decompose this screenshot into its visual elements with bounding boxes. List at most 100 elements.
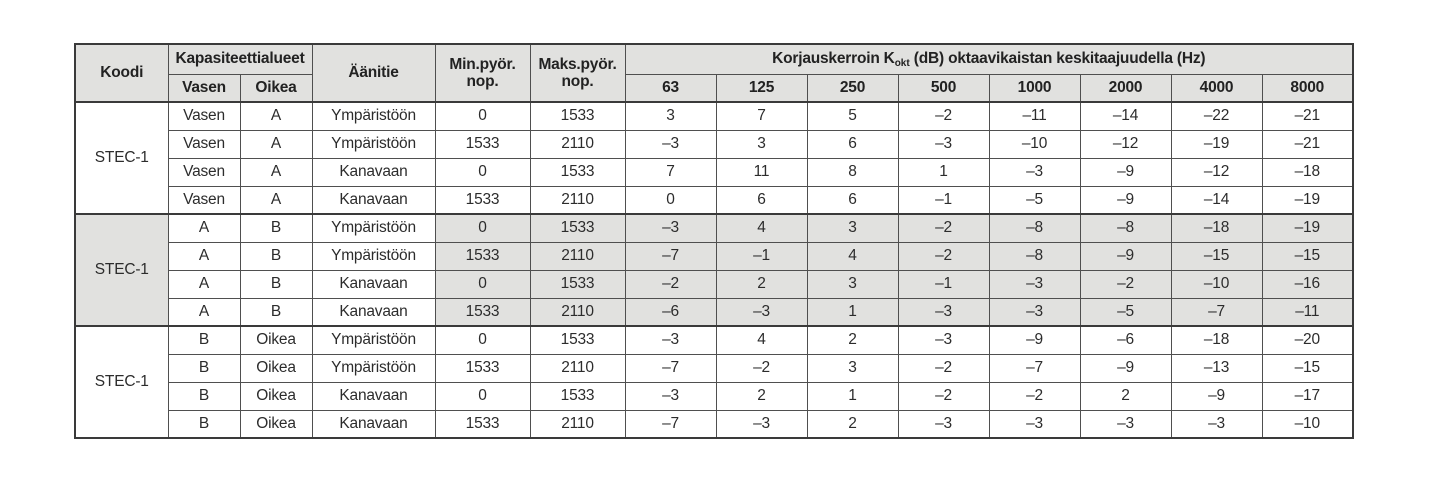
header-min-speed: Min.pyör. nop. [434,43,531,103]
freq-125-value-cell: 4 [715,213,808,243]
freq-500-value-cell: –2 [897,241,990,271]
freq-500-value-cell: –3 [897,325,990,355]
freq-8000-value-cell: –19 [1261,185,1354,215]
min-speed-cell: 1533 [434,353,531,383]
freq-2000-value-cell: –9 [1079,353,1172,383]
vasen-cell: Vasen [167,185,241,215]
table-row: Vasen A Kanavaan 0 1533 7 11 8 1 –3 –9 –12 –18 [75,157,1354,187]
header-maks-speed-line2: nop. [561,73,594,90]
header-min-speed-line2: nop. [466,73,499,90]
freq-2000-value-cell: –5 [1079,297,1172,327]
freq-63-value-cell: –3 [624,325,717,355]
min-speed-cell: 0 [434,381,531,411]
oikea-cell: Oikea [239,381,313,411]
header-vasen: Vasen [167,73,241,103]
aanitie-cell: Kanavaan [311,185,436,215]
vasen-cell: A [167,241,241,271]
min-speed-cell: 0 [434,213,531,243]
maks-speed-cell: 1533 [529,213,626,243]
header-freq-125: 125 [715,73,808,103]
freq-250-value-cell: 4 [806,241,899,271]
freq-4000-value-cell: –14 [1170,185,1263,215]
oikea-cell: B [239,241,313,271]
freq-4000-value-cell: –19 [1170,129,1263,159]
table-body: STEC-1 Vasen A Ympäristöön 0 1533 3 7 5 –2 –11 –14–… [74,101,1354,439]
vasen-cell: B [167,381,241,411]
freq-8000-value-cell: –20 [1261,325,1354,355]
koodi-cell: STEC-1 [74,325,169,439]
aanitie-cell: Kanavaan [311,409,436,439]
aanitie-cell: Ympäristöön [311,241,436,271]
freq-63-value-cell: –2 [624,269,717,299]
vasen-cell: A [167,269,241,299]
freq-63-value-cell: –7 [624,409,717,439]
table-header: Koodi Kapasiteettialueet Äänitie Min.pyö… [74,43,1354,103]
freq-500-value-cell: –3 [897,409,990,439]
header-freq-63: 63 [624,73,717,103]
header-maks-speed: Maks.pyör. nop. [529,43,626,103]
oikea-cell: Oikea [239,409,313,439]
maks-speed-cell: 2110 [529,185,626,215]
min-speed-cell: 0 [434,101,531,131]
min-speed-cell: 1533 [434,297,531,327]
freq-63-value-cell: –6 [624,297,717,327]
aanitie-cell: Kanavaan [311,381,436,411]
maks-speed-cell: 1533 [529,157,626,187]
freq-63-value-cell: 0 [624,185,717,215]
header-freq-250: 250 [806,73,899,103]
freq-63-value-cell: –3 [624,129,717,159]
freq-4000-value-cell: –18 [1170,325,1263,355]
table-row: Vasen A Kanavaan 1533 2110 0 6 6 –1 –5 –9 –14 –19 [75,185,1354,215]
freq-63-value-cell: 3 [624,101,717,131]
freq-4000-value-cell: –15 [1170,241,1263,271]
header-aanitie: Äänitie [311,43,436,103]
header-freq-4000: 4000 [1170,73,1263,103]
freq-8000-value-cell: –17 [1261,381,1354,411]
freq-500-value-cell: –3 [897,297,990,327]
freq-1000-value-cell: –5 [988,185,1081,215]
freq-125-value-cell: 3 [715,129,808,159]
freq-250-value-cell: 3 [806,213,899,243]
header-oikea: Oikea [239,73,313,103]
freq-8000-value-cell: –15 [1261,353,1354,383]
freq-125-value-cell: –2 [715,353,808,383]
aanitie-cell: Ympäristöön [311,101,436,131]
aanitie-cell: Kanavaan [311,157,436,187]
freq-2000-value-cell: –8 [1079,213,1172,243]
freq-250-value-cell: 2 [806,325,899,355]
min-speed-cell: 1533 [434,129,531,159]
freq-4000-value-cell: –12 [1170,157,1263,187]
freq-125-value-cell: 7 [715,101,808,131]
freq-250-value-cell: 3 [806,353,899,383]
aanitie-cell: Kanavaan [311,269,436,299]
freq-500-value-cell: –1 [897,185,990,215]
freq-250-value-cell: 6 [806,129,899,159]
freq-1000-value-cell: –8 [988,213,1081,243]
table-row: A B Kanavaan 1533 2110 –6 –3 1 –3 –3 –5 –7 –11 [75,297,1354,327]
freq-8000-value-cell: –19 [1261,213,1354,243]
freq-63-value-cell: –3 [624,381,717,411]
correction-factor-table-container: Koodi Kapasiteettialueet Äänitie Min.pyö… [74,43,1354,439]
koodi-cell: STEC-1 [74,101,169,215]
freq-500-value-cell: –2 [897,353,990,383]
table-row: B Oikea Kanavaan 0 1533 –3 2 1 –2 –2 2 –9 –17 [75,381,1354,411]
freq-4000-value-cell: –13 [1170,353,1263,383]
freq-500-value-cell: –2 [897,381,990,411]
freq-63-value-cell: –7 [624,353,717,383]
aanitie-cell: Ympäristöön [311,325,436,355]
header-freq-8000: 8000 [1261,73,1354,103]
oikea-cell: B [239,213,313,243]
koodi-cell: STEC-1 [74,213,169,327]
freq-8000-value-cell: –16 [1261,269,1354,299]
freq-4000-value-cell: –18 [1170,213,1263,243]
header-min-speed-line1: Min.pyör. [449,55,516,73]
maks-speed-cell: 2110 [529,241,626,271]
freq-250-value-cell: 2 [806,409,899,439]
aanitie-cell: Ympäristöön [311,353,436,383]
table-row: B Oikea Ympäristöön 1533 2110 –7 –2 3 –2 –7 –9 –13–… [75,353,1354,383]
header-korjauskerroin-subscript: okt [894,58,910,70]
min-speed-cell: 0 [434,269,531,299]
table-row: A B Ympäristöön 1533 2110 –7 –1 4 –2 –8 –9 –15 –15 [75,241,1354,271]
min-speed-cell: 1533 [434,241,531,271]
min-speed-cell: 1533 [434,409,531,439]
